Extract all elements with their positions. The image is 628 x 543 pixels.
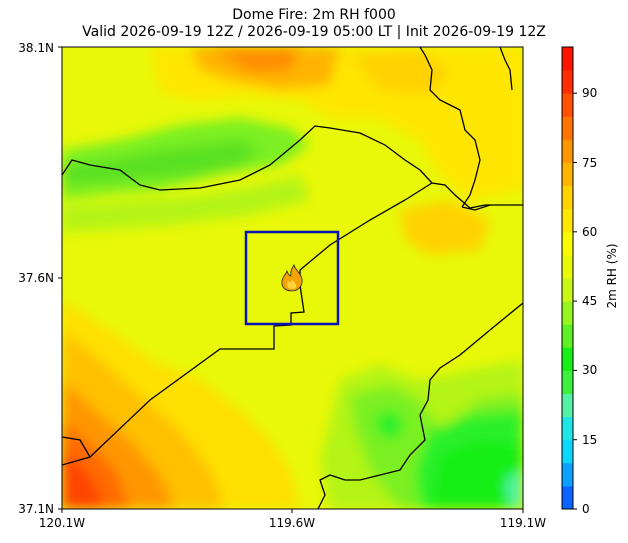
fire-area-box (244, 230, 340, 326)
lon-label-left: 120.1W (38, 516, 86, 530)
colorbar-segment (562, 47, 573, 71)
map-title: Dome Fire: 2m RH f000 (232, 7, 396, 23)
colorbar-tick-label: 90 (582, 86, 598, 101)
flame-icon (281, 263, 303, 292)
colorbar-segment (562, 116, 573, 140)
colorbar-tick-label: 75 (582, 155, 598, 170)
lon-label-mid: 119.6W (268, 516, 316, 530)
colorbar-segment (562, 393, 573, 418)
colorbar-segment (562, 370, 573, 394)
colorbar-frame (561, 46, 574, 510)
lat-label-bottom: 37.1N (18, 502, 54, 516)
lon-label-right: 119.1W (499, 516, 547, 530)
county-boundaries (62, 47, 523, 509)
colorbar-tick-label: 45 (582, 294, 598, 309)
colorbar-segment (562, 70, 573, 94)
colorbar-segment (562, 208, 573, 233)
colorbar-tick-label: 0 (582, 502, 590, 516)
colorbar (561, 46, 577, 510)
colorbar-segment (562, 139, 573, 163)
map-subtitle: Valid 2026-09-19 12Z / 2026-09-19 05:00 … (82, 24, 546, 40)
colorbar-segment (562, 93, 573, 117)
colorbar-segment (562, 324, 573, 348)
colorbar-segment (562, 462, 573, 487)
colorbar-segment (562, 278, 573, 302)
colorbar-segment (562, 185, 573, 210)
lat-label-top: 38.1N (18, 41, 54, 55)
colorbar-segment (562, 439, 573, 464)
colorbar-segment (562, 254, 573, 279)
colorbar-segment (562, 347, 573, 371)
colorbar-segment (562, 485, 573, 510)
colorbar-segment (562, 301, 573, 325)
colorbar-segment (562, 162, 573, 187)
colorbar-segment (562, 416, 573, 441)
colorbar-segment (562, 231, 573, 256)
colorbar-label: 2m RH (%) (605, 243, 619, 309)
colorbar-tick-label: 60 (582, 224, 598, 239)
axis-ticks (58, 46, 524, 513)
lat-label-mid: 37.6N (18, 271, 54, 285)
colorbar-tick-label: 15 (582, 432, 598, 447)
colorbar-tick-label: 30 (582, 363, 598, 378)
rh-field (62, 47, 523, 509)
